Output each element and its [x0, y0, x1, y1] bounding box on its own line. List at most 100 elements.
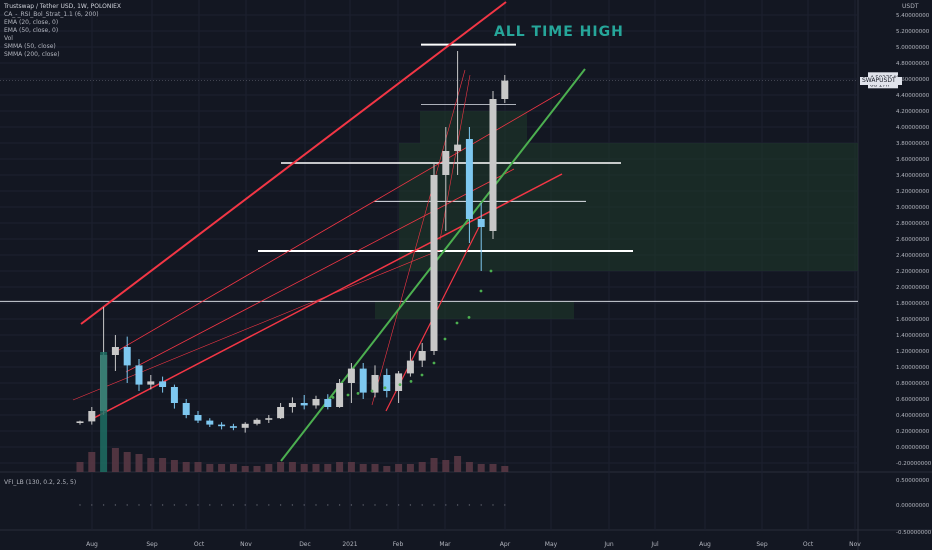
y-tick-label: 3.60000000	[896, 157, 930, 163]
candle-body	[324, 399, 332, 407]
candle-body	[454, 144, 462, 151]
y-tick-label: 1.40000000	[896, 333, 930, 339]
indicator-label[interactable]: Vol	[4, 35, 13, 42]
y-tick-label: 4.80000000	[896, 61, 930, 67]
volume-bar	[76, 462, 84, 472]
volume-bar	[218, 464, 226, 472]
indicator-dot	[383, 386, 387, 390]
x-tick-label: May	[545, 541, 558, 548]
volume-bar	[241, 466, 249, 472]
y-tick-label: 0.20000000	[896, 429, 930, 435]
vfi-dot	[456, 504, 459, 506]
x-tick-label: 2021	[342, 541, 357, 548]
x-tick-label: Apr	[500, 541, 511, 548]
indicator-label[interactable]: SMMA (200, close)	[4, 51, 60, 58]
x-tick-label: Mar	[439, 541, 451, 548]
y-tick-label: 3.40000000	[896, 173, 930, 179]
volume-bar	[288, 462, 296, 472]
ath-annotation[interactable]: ALL TIME HIGH	[494, 24, 624, 40]
y-tick-label: 0.00000000	[896, 445, 930, 451]
vfi-label[interactable]: VFI_LB (130, 0.2, 2.5, 5)	[4, 479, 77, 486]
candle-body	[265, 418, 273, 420]
x-tick-label: Dec	[299, 541, 311, 548]
candle-body	[477, 219, 485, 227]
vfi-dot	[291, 504, 294, 506]
candle-body	[371, 375, 379, 393]
indicator-dot	[356, 392, 360, 395]
indicator-dot	[489, 269, 493, 273]
y-tick-label: 4.60000000	[896, 77, 930, 83]
indicator-label[interactable]: SMMA (50, close)	[4, 43, 56, 50]
volume-bar	[111, 448, 119, 472]
indicator-label[interactable]: EMA (50, close, 0)	[4, 27, 59, 34]
y-tick-label: 4.40000000	[896, 93, 930, 99]
candle-body	[418, 351, 426, 361]
x-tick-label: Jul	[650, 541, 659, 548]
vfi-dot	[492, 504, 494, 506]
volume-bar	[88, 452, 96, 472]
vfi-dot	[150, 504, 152, 506]
volume-bar	[265, 464, 273, 472]
vfi-dot	[374, 504, 376, 506]
indicator-label[interactable]: EMA (20, close, 0)	[4, 19, 59, 26]
trend-line	[118, 92, 561, 351]
candle-body	[218, 424, 226, 427]
candle-body	[430, 175, 438, 351]
volume-bar	[418, 462, 426, 472]
y-tick-label: 1.80000000	[896, 301, 930, 307]
trend-line	[72, 249, 441, 401]
candle-body	[135, 365, 143, 385]
indicator-dot	[331, 396, 335, 399]
chart-title[interactable]: Trustswap / Tether USD, 1W, POLONIEX	[4, 3, 121, 10]
y-tick-label: 2.00000000	[896, 285, 930, 291]
y-tick-label: 2.40000000	[896, 253, 930, 259]
volume-bar	[347, 462, 355, 472]
candle-body	[489, 99, 497, 231]
y-tick-label: 0.40000000	[896, 413, 930, 419]
zone-box	[375, 301, 574, 319]
x-tick-label: Jun	[603, 541, 614, 548]
candle-body	[159, 381, 167, 387]
indicator-dot	[467, 316, 471, 319]
x-tick-label: Feb	[393, 541, 404, 548]
y-tick-label: 5.00000000	[896, 45, 930, 51]
trend-line	[439, 74, 471, 241]
y-tick-label: 2.80000000	[896, 221, 930, 227]
vfi-tick-label: 0.50000000	[896, 478, 930, 484]
indicator-dot	[346, 393, 350, 397]
volume-bar	[430, 458, 438, 472]
trend-line	[125, 168, 515, 373]
candle-body	[206, 420, 214, 425]
candle-body	[395, 373, 403, 391]
y-tick-label: 3.80000000	[896, 141, 930, 147]
candle-body	[406, 360, 414, 374]
volume-bar	[312, 464, 320, 472]
y-tick-label: 4.00000000	[896, 125, 930, 131]
volume-bar	[182, 462, 190, 472]
y-tick-label: 3.20000000	[896, 189, 930, 195]
vfi-dot	[220, 504, 223, 506]
y-tick-label: 2.20000000	[896, 269, 930, 275]
vfi-dot	[173, 504, 176, 506]
volume-bar	[123, 452, 131, 472]
indicator-label[interactable]: CA_-_RSI_Bol_Strat_1.1 (6, 200)	[4, 11, 99, 18]
candle-body	[229, 426, 237, 428]
indicator-dot	[398, 383, 402, 386]
vfi-dot	[421, 504, 423, 506]
volume-bar	[371, 464, 379, 472]
vfi-dot	[197, 504, 199, 506]
volume-bar	[489, 464, 497, 472]
vfi-dot	[362, 504, 364, 506]
x-tick-label: Nov	[849, 541, 861, 548]
x-tick-label: Aug	[699, 541, 711, 548]
vfi-dot	[256, 504, 258, 506]
vfi-dot	[185, 504, 187, 506]
vfi-dot	[244, 504, 246, 506]
candle-body	[194, 415, 202, 421]
vfi-dot	[161, 504, 164, 506]
candle-body	[442, 151, 450, 175]
volume-bar	[442, 460, 450, 472]
y-tick-label: 0.80000000	[896, 381, 930, 387]
